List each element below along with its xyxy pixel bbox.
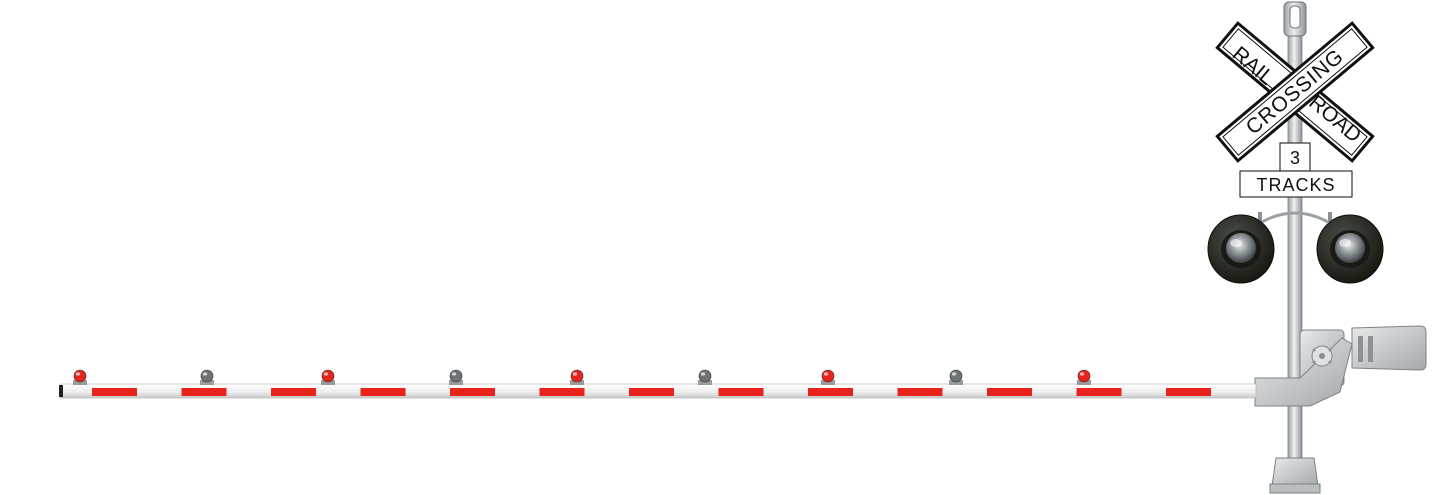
gate-mechanism — [1254, 325, 1427, 407]
crossbuck-board-crossing — [1215, 21, 1375, 163]
gate-lamp-red — [570, 369, 584, 385]
light-lens-left — [1226, 233, 1256, 263]
gate-arm-stripe — [1076, 388, 1122, 396]
gate-arm-stripe — [92, 388, 137, 396]
tracks-sign: 3 TRACKS — [1239, 142, 1353, 198]
gate-arm-stripe — [1166, 388, 1211, 396]
gate-arm-tip — [59, 385, 63, 397]
flashing-light-left — [1207, 214, 1275, 284]
gate-lamp-gray — [449, 369, 463, 385]
gate-lamp-red — [821, 369, 835, 385]
gate-lamp-red — [73, 369, 87, 385]
gate-arm-stripe — [450, 388, 495, 396]
flashing-light-assembly — [1207, 211, 1384, 284]
tracks-label-plate — [1239, 170, 1353, 198]
gate-lamp-red — [1077, 369, 1091, 385]
light-crossarm — [1261, 211, 1329, 224]
gate-arm-stripe — [271, 388, 316, 396]
gate-arm — [59, 369, 1257, 399]
gate-lamp-gray — [698, 369, 712, 385]
gate-counterweight — [1351, 325, 1427, 371]
gate-lamp-gray — [949, 369, 963, 385]
mast-foundation — [1271, 457, 1319, 487]
gate-arm-stripe — [897, 388, 943, 396]
tracks-count-plate — [1279, 142, 1311, 172]
gate-arm-stripe — [360, 388, 406, 396]
flashing-light-right — [1316, 214, 1384, 284]
gate-arm-stripe — [629, 388, 674, 396]
light-lens-right — [1335, 233, 1365, 263]
gate-arm-stripe — [181, 388, 227, 396]
gate-arm-stripe — [718, 388, 764, 396]
tracks-count: 3 — [1290, 148, 1300, 168]
gate-arm-stripe — [539, 388, 585, 396]
gate-lamp-gray — [200, 369, 214, 385]
gate-arm-stripe — [987, 388, 1032, 396]
gate-lamp-red — [321, 369, 335, 385]
gate-arm-stripe — [808, 388, 853, 396]
tracks-label: TRACKS — [1256, 175, 1335, 195]
signal-mast — [1269, 1, 1321, 494]
gate-arm-stripes — [92, 388, 1211, 396]
gate-arm-lamps — [73, 369, 1091, 385]
